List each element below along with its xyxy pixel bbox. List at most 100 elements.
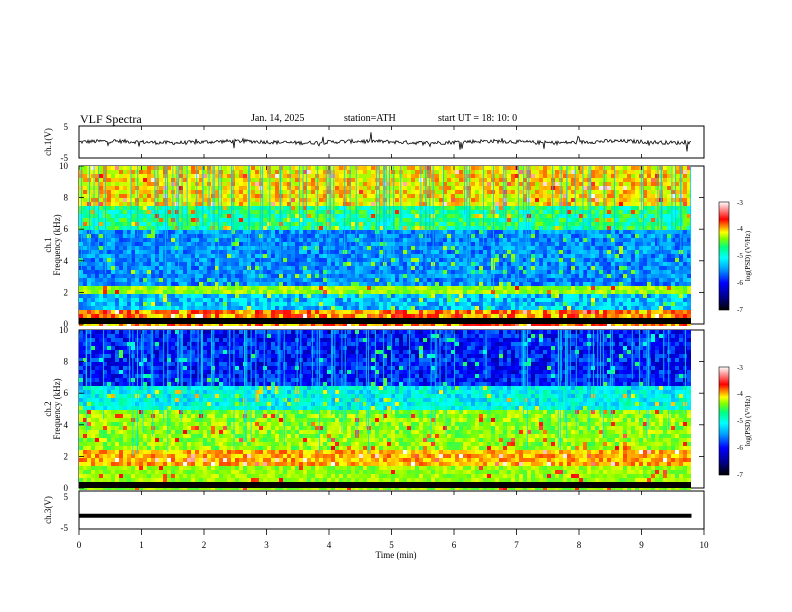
spectrogram-cell — [519, 266, 523, 270]
spectrogram-cell — [511, 258, 515, 262]
spectrogram-cell — [187, 262, 191, 266]
spectrogram-cell — [555, 246, 559, 250]
spectrogram-cell — [127, 218, 131, 222]
spectrogram-cell — [535, 166, 539, 170]
spectrogram-cell — [575, 202, 579, 206]
spectrogram-cell — [287, 182, 291, 186]
spectrogram-cell — [639, 258, 643, 262]
spectrogram-cell — [123, 226, 127, 230]
spectrogram-cell — [411, 170, 415, 174]
spectrogram-cell — [219, 274, 223, 278]
spectrogram-cell — [131, 182, 135, 186]
spectrogram-cell — [483, 190, 487, 194]
spectrogram-cell — [503, 238, 507, 242]
spectrogram-cell — [367, 258, 371, 262]
spectrogram-cell — [423, 286, 427, 290]
spectrogram-cell — [575, 206, 579, 210]
spectrogram-cell — [179, 178, 183, 182]
spectrogram-cell — [611, 166, 615, 170]
spectrogram-cell — [219, 234, 223, 238]
spectrogram-cell — [319, 198, 323, 202]
spectrogram-cell — [239, 210, 243, 214]
spectrogram-cell — [447, 254, 451, 258]
spectrogram-cell — [495, 214, 499, 218]
spectrogram-cell — [395, 254, 399, 258]
spectrogram-cell — [399, 222, 403, 226]
spectrogram-cell — [99, 166, 103, 170]
spectrogram-cell — [427, 238, 431, 242]
spectrogram-cell — [315, 210, 319, 214]
spectrogram-cell — [395, 274, 399, 278]
spectrogram-cell — [307, 202, 311, 206]
spectrogram-cell — [107, 186, 111, 190]
spectrogram-cell — [407, 294, 411, 298]
spectrogram-cell — [91, 234, 95, 238]
spectrogram-cell — [623, 262, 627, 266]
spectrogram-cell — [103, 294, 107, 298]
spectrogram-cell — [359, 226, 363, 230]
spectrogram-cell — [475, 250, 479, 254]
spectrogram-cell — [323, 194, 327, 198]
spectrogram-cell — [627, 178, 631, 182]
spectrogram-cell — [443, 190, 447, 194]
spectrogram-cell — [131, 234, 135, 238]
spectrogram-cell — [227, 290, 231, 294]
spectrogram-cell — [267, 166, 271, 170]
spectrogram-cell — [303, 202, 307, 206]
spectrogram-cell — [407, 290, 411, 294]
spectrogram-cell — [643, 274, 647, 278]
spectrogram-cell — [151, 274, 155, 278]
spectrogram-cell — [539, 246, 543, 250]
spectrogram-cell — [415, 170, 419, 174]
spectrogram-cell — [251, 174, 255, 178]
spectrogram-cell — [251, 294, 255, 298]
spectrogram-cell — [671, 202, 675, 206]
spectrogram-cell — [639, 254, 643, 258]
spectrogram-cell — [347, 274, 351, 278]
spectrogram-cell — [439, 170, 443, 174]
spectrogram-cell — [159, 206, 163, 210]
spectrogram-cell — [627, 242, 631, 246]
spectrogram-cell — [471, 258, 475, 262]
spectrogram-cell — [83, 174, 87, 178]
spectrogram-cell — [447, 282, 451, 286]
spectrogram-cell — [263, 166, 267, 170]
spectrogram-cell — [347, 282, 351, 286]
spectrogram-cell — [103, 234, 107, 238]
spectrogram-cell — [587, 254, 591, 258]
spectrogram-cell — [451, 194, 455, 198]
spectrogram-cell — [535, 222, 539, 226]
spectrogram-cell — [447, 206, 451, 210]
spectrogram-cell — [199, 210, 203, 214]
spectrogram-cell — [667, 254, 671, 258]
spectrogram-cell — [79, 278, 83, 282]
spectrogram-cell — [227, 210, 231, 214]
spectrogram-cell — [475, 210, 479, 214]
spectrogram-cell — [315, 222, 319, 226]
spectrogram-cell — [631, 206, 635, 210]
spectrogram-cell — [499, 170, 503, 174]
spectrogram-cell — [215, 246, 219, 250]
spectrogram-cell — [591, 266, 595, 270]
spectrogram-cell — [547, 286, 551, 290]
spectrogram-cell — [563, 270, 567, 274]
spectrogram-cell — [255, 182, 259, 186]
spectrogram-cell — [515, 238, 519, 242]
spectrogram-cell — [179, 290, 183, 294]
spectrogram-cell — [271, 174, 275, 178]
spectrogram-cell — [315, 230, 319, 234]
spectrogram-cell — [643, 258, 647, 262]
spectrogram-cell — [375, 282, 379, 286]
spectrogram-cell — [475, 234, 479, 238]
spectrogram-cell — [203, 198, 207, 202]
spectrogram-cell — [243, 218, 247, 222]
spectrogram-cell — [335, 262, 339, 266]
spectrogram-cell — [583, 170, 587, 174]
spectrogram-cell — [331, 286, 335, 290]
spectrogram-cell — [499, 234, 503, 238]
spectrogram-cell — [399, 290, 403, 294]
spectrogram-cell — [147, 274, 151, 278]
spectrogram-cell — [499, 262, 503, 266]
spectrogram-cell — [367, 182, 371, 186]
spectrogram-cell — [199, 294, 203, 298]
